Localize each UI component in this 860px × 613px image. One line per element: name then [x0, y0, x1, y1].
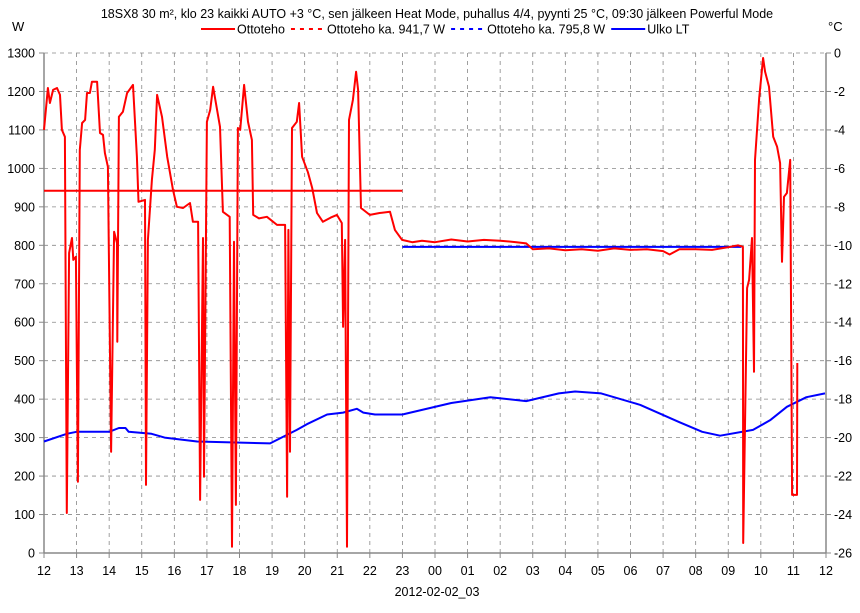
- series-group: [43, 57, 826, 548]
- legend-item: Ulko LT: [611, 23, 690, 37]
- y-right-tick-label: -22: [834, 470, 852, 484]
- axes: 12 13 14 15 16 17 18 19 20 21 22 23 00 01 02 03 04 05 06 07…: [7, 47, 852, 579]
- x-tick-label: 12: [819, 564, 833, 578]
- grid: [44, 52, 826, 553]
- y-right-tick-label: -2: [834, 85, 845, 99]
- x-tick-label: 06: [624, 564, 638, 578]
- y-left-tick-label: 0: [28, 547, 35, 561]
- x-tick-label: 23: [395, 564, 409, 578]
- y-right-axis-label: °C: [828, 19, 843, 34]
- legend-item: Ottoteho ka. 795,8 W: [451, 23, 605, 37]
- y-right-tick-label: -8: [834, 200, 845, 214]
- y-left-tick-label: 700: [14, 277, 35, 291]
- y-right-tick-label: -14: [834, 316, 852, 330]
- x-tick-label: 04: [558, 564, 572, 578]
- series-line-0: [43, 57, 799, 548]
- x-tick-label: 16: [167, 564, 181, 578]
- y-left-tick-label: 400: [14, 393, 35, 407]
- x-tick-label: 15: [135, 564, 149, 578]
- y-right-tick-label: -16: [834, 354, 852, 368]
- y-right-tick-label: 0: [834, 47, 841, 61]
- y-right-tick-label: -10: [834, 239, 852, 253]
- x-tick-label: 12: [37, 564, 51, 578]
- legend-label: Ottoteho ka. 795,8 W: [487, 23, 605, 37]
- x-tick-label: 08: [689, 564, 703, 578]
- legend-label: Ottoteho: [237, 23, 285, 37]
- x-tick-label: 07: [656, 564, 670, 578]
- y-left-tick-label: 1300: [7, 47, 35, 61]
- x-tick-label: 00: [428, 564, 442, 578]
- y-right-tick-label: -26: [834, 547, 852, 561]
- legend-label: Ulko LT: [647, 23, 690, 37]
- y-left-tick-label: 300: [14, 431, 35, 445]
- y-left-tick-label: 100: [14, 508, 35, 522]
- legend-item: Ottoteho: [201, 23, 285, 37]
- x-tick-label: 18: [233, 564, 247, 578]
- x-tick-label: 10: [754, 564, 768, 578]
- y-right-tick-label: -12: [834, 277, 852, 291]
- x-tick-label: 11: [787, 564, 800, 578]
- y-right-tick-label: -4: [834, 123, 845, 137]
- x-tick-label: 02: [493, 564, 507, 578]
- y-left-tick-label: 500: [14, 354, 35, 368]
- y-left-tick-label: 1200: [7, 85, 35, 99]
- legend-item: Ottoteho ka. 941,7 W: [290, 23, 445, 37]
- y-left-tick-label: 1100: [8, 123, 35, 137]
- x-tick-label: 01: [461, 564, 475, 578]
- y-right-tick-label: -20: [834, 431, 852, 445]
- x-tick-label: 14: [102, 564, 116, 578]
- legend: Ottoteho Ottoteho ka. 941,7 W Ottoteho ka.…: [201, 23, 690, 37]
- series-line-3: [43, 390, 826, 445]
- y-right-tick-label: -24: [834, 508, 852, 522]
- x-tick-label: 09: [721, 564, 735, 578]
- x-tick-label: 03: [526, 564, 540, 578]
- x-tick-label: 20: [298, 564, 312, 578]
- x-tick-label: 05: [591, 564, 605, 578]
- y-right-tick-label: -18: [834, 393, 852, 407]
- x-tick-label: 19: [265, 564, 279, 578]
- x-tick-label: 13: [70, 564, 84, 578]
- legend-label: Ottoteho ka. 941,7 W: [327, 23, 445, 37]
- x-axis-label: 2012-02-02_03: [395, 585, 480, 599]
- y-left-tick-label: 900: [14, 200, 35, 214]
- y-left-axis-label: W: [12, 19, 25, 34]
- x-tick-label: 21: [330, 564, 344, 578]
- x-tick-label: 22: [363, 564, 377, 578]
- y-left-tick-label: 800: [14, 239, 35, 253]
- y-left-tick-label: 200: [14, 470, 35, 484]
- y-right-tick-label: -6: [834, 162, 845, 176]
- y-left-tick-label: 600: [14, 316, 35, 330]
- chart-title: 18SX8 30 m², klo 23 kaikki AUTO +3 °C, s…: [101, 7, 773, 21]
- y-left-tick-label: 1000: [7, 162, 35, 176]
- x-tick-label: 17: [200, 564, 214, 578]
